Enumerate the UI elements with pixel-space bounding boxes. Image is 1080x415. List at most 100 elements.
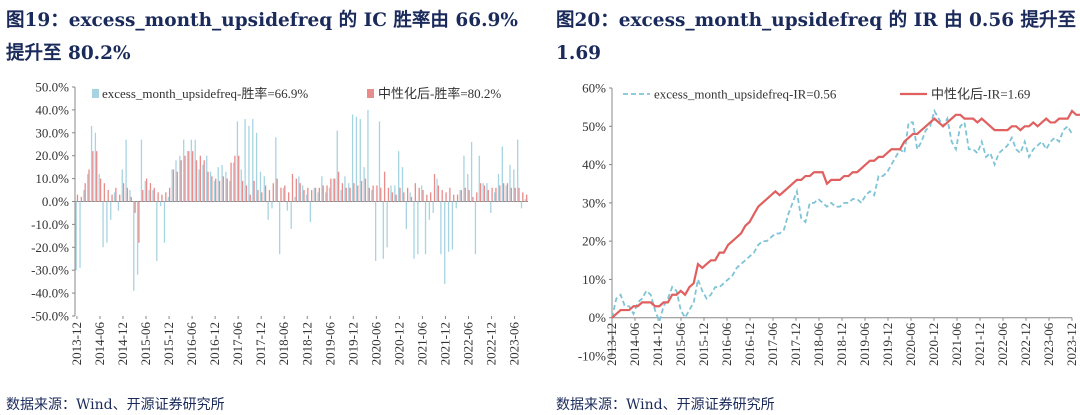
bar-raw bbox=[436, 178, 438, 202]
bar-raw bbox=[133, 201, 135, 291]
bar-neutral bbox=[157, 192, 159, 202]
bar-raw bbox=[248, 125, 250, 202]
bar-neutral bbox=[341, 183, 344, 202]
ir-line-chart: 60% 50% 40% 30% 20% 10% 0% -10%2013-12 2014-06 20… bbox=[578, 81, 1080, 366]
x-tick-label: 2014-12 bbox=[115, 322, 130, 365]
bar-neutral bbox=[468, 190, 470, 202]
bar-neutral bbox=[299, 183, 301, 202]
bar-neutral bbox=[418, 187, 420, 202]
bar-raw bbox=[447, 201, 450, 252]
x-tick-label: 2018-12 bbox=[834, 323, 849, 366]
bar-neutral bbox=[395, 194, 397, 202]
bar-raw bbox=[102, 201, 104, 248]
legend-label-neutral: 中性化后-IR=1.69 bbox=[931, 87, 1030, 102]
legend-swatch-raw bbox=[92, 89, 99, 98]
bar-neutral bbox=[215, 178, 217, 202]
bar-neutral bbox=[291, 174, 294, 202]
bar-neutral bbox=[107, 190, 109, 202]
y-tick-label: 0% bbox=[589, 310, 607, 325]
bar-neutral bbox=[222, 176, 225, 202]
bar-neutral bbox=[380, 187, 382, 202]
x-tick-label: 2020-06 bbox=[368, 322, 383, 366]
bar-neutral bbox=[403, 192, 405, 202]
bar-raw bbox=[259, 171, 262, 202]
bar-raw bbox=[501, 146, 503, 202]
bar-raw bbox=[513, 169, 515, 202]
bar-raw bbox=[140, 139, 143, 202]
y-tick-label: 40.0% bbox=[35, 102, 69, 117]
bar-raw bbox=[117, 201, 120, 211]
bar-neutral bbox=[433, 174, 436, 202]
x-tick-label: 2021-12 bbox=[438, 322, 453, 365]
bar-neutral bbox=[207, 171, 209, 202]
x-tick-label: 2016-06 bbox=[184, 322, 199, 366]
y-tick-label: 10.0% bbox=[35, 171, 69, 186]
x-tick-label: 2021-06 bbox=[414, 322, 429, 366]
x-tick-label: 2013-12 bbox=[604, 323, 619, 366]
bar-raw bbox=[225, 171, 227, 202]
x-tick-label: 2016-06 bbox=[719, 322, 734, 366]
bar-raw bbox=[209, 171, 212, 202]
bar-raw bbox=[486, 183, 488, 202]
bar-raw bbox=[490, 201, 492, 213]
bar-neutral bbox=[314, 187, 317, 202]
bar-neutral bbox=[491, 187, 493, 202]
bar-neutral bbox=[199, 155, 201, 202]
bar-neutral bbox=[479, 183, 482, 202]
bar-raw bbox=[286, 201, 288, 211]
figure-20-source: 数据来源：Wind、开源证券研究所 bbox=[556, 397, 775, 413]
x-tick-label: 2015-12 bbox=[161, 322, 176, 365]
bar-neutral bbox=[372, 185, 374, 202]
bar-raw bbox=[302, 185, 304, 202]
bar-raw bbox=[183, 139, 185, 202]
y-tick-label: 50.0% bbox=[35, 80, 69, 95]
bar-neutral bbox=[526, 194, 528, 202]
x-tick-label: 2019-12 bbox=[880, 323, 895, 366]
bar-raw bbox=[328, 187, 331, 202]
bar-raw bbox=[294, 196, 296, 202]
figure-20: 图20：excess_month_upsidefreq 的 IR 由 0.56 … bbox=[550, 0, 1080, 415]
bar-neutral bbox=[422, 190, 424, 202]
bar-raw bbox=[186, 151, 189, 202]
bar-neutral bbox=[391, 192, 393, 202]
bar-neutral bbox=[349, 187, 351, 202]
bar-neutral bbox=[153, 187, 155, 202]
series-line-neutral bbox=[611, 109, 1080, 319]
bar-neutral bbox=[334, 178, 336, 202]
bar-raw bbox=[340, 190, 342, 202]
bar-raw bbox=[163, 201, 166, 243]
y-tick-label: -10% bbox=[578, 349, 606, 364]
bar-neutral bbox=[261, 192, 263, 202]
bar-neutral bbox=[337, 171, 340, 202]
bar-raw bbox=[421, 185, 423, 202]
bar-neutral bbox=[514, 187, 516, 202]
bar-raw bbox=[156, 201, 158, 262]
bar-neutral bbox=[84, 183, 86, 202]
bar-raw bbox=[171, 169, 173, 202]
legend-label-raw: excess_month_upsidefreq-IR=0.56 bbox=[654, 87, 837, 102]
x-tick-label: 2022-12 bbox=[1018, 323, 1033, 366]
bar-raw bbox=[229, 180, 231, 202]
x-tick-label: 2018-06 bbox=[811, 322, 826, 366]
bar-raw bbox=[371, 190, 373, 202]
bar-raw bbox=[290, 201, 292, 229]
bar-neutral bbox=[103, 183, 106, 202]
bar-raw bbox=[148, 190, 150, 202]
bar-raw bbox=[424, 201, 427, 255]
bar-raw bbox=[190, 139, 193, 202]
bar-neutral bbox=[368, 187, 370, 202]
x-tick-label: 2023-06 bbox=[507, 322, 522, 366]
x-tick-label: 2015-12 bbox=[696, 323, 711, 366]
bar-raw bbox=[455, 201, 457, 209]
bar-raw bbox=[493, 192, 496, 202]
x-tick-label: 2022-06 bbox=[461, 322, 476, 366]
bar-neutral bbox=[326, 185, 328, 202]
bar-neutral bbox=[203, 160, 205, 202]
bar-neutral bbox=[345, 187, 347, 202]
bar-neutral bbox=[165, 192, 167, 202]
bar-neutral bbox=[268, 190, 271, 202]
bar-neutral bbox=[522, 192, 524, 202]
bar-raw bbox=[90, 125, 93, 202]
bar-raw bbox=[367, 109, 369, 202]
bar-raw bbox=[505, 185, 507, 202]
